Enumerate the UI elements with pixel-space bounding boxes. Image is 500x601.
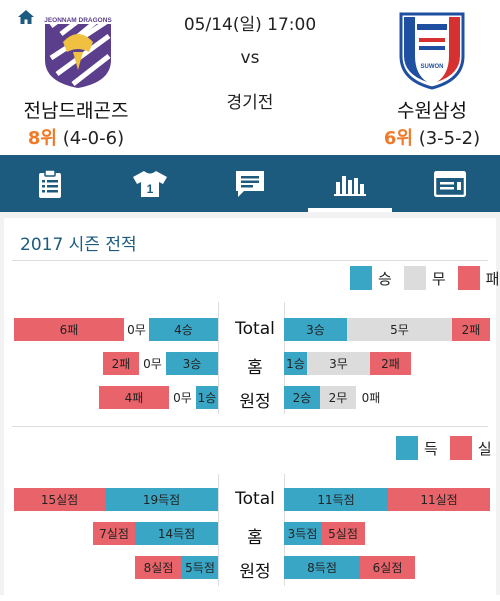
away-home-win-bar: 1승 (284, 352, 307, 375)
away-home-loss-bar: 2패 (370, 352, 411, 375)
away-total-scored-bar: 11득점 (284, 488, 388, 511)
jersey-icon: 1 (133, 170, 167, 197)
win-swatch (350, 266, 372, 290)
away-rank-number: 6위 (383, 128, 413, 149)
goals-legend: 득 실 (396, 436, 500, 460)
home-away-loss-bar: 4패 (99, 386, 169, 409)
home-total-win-bar: 4승 (149, 318, 218, 341)
legend-loss-label: 패 (485, 269, 500, 288)
divider (218, 474, 219, 586)
legend-win-label: 승 (378, 269, 392, 288)
away-away-draw-bar: 2무 (320, 386, 356, 409)
home-rank-number: 8위 (27, 128, 57, 149)
match-date: 05/14(일) 17:00 (183, 15, 317, 35)
row-label-home: 홈 (247, 528, 263, 548)
away-total-conceded-bar: 11실점 (388, 488, 490, 511)
away-team-logo: SUWON (399, 12, 465, 90)
row-label-home: 홈 (247, 358, 263, 378)
away-away-conceded-bar: 6실점 (360, 556, 415, 579)
jersey-number: 1 (147, 182, 154, 196)
conceded-swatch (449, 436, 472, 460)
away-away-loss-bar: 0패 (361, 391, 381, 405)
home-total-conceded-bar: 15실점 (14, 488, 105, 511)
home-team-name[interactable]: 전남드래곤즈 (23, 100, 129, 122)
legend-conceded-label: 실 (477, 439, 492, 458)
away-total-draw-bar: 5무 (347, 318, 452, 341)
row-label-away: 원정 (239, 392, 271, 412)
away-away-win-bar: 2승 (284, 386, 320, 409)
home-team-logo: JEONNAM DRAGONS (44, 12, 112, 88)
away-rank-record: (3-5-2) (418, 128, 481, 149)
news-icon (434, 170, 466, 197)
home-total-draw-bar: 0무 (127, 323, 146, 337)
home-away-draw-bar: 0무 (173, 391, 192, 405)
row-label-total: Total (235, 489, 275, 509)
home-away-conceded-bar: 8실점 (135, 556, 182, 579)
away-away-scored-bar: 8득점 (284, 556, 360, 579)
tab-comments[interactable] (200, 155, 300, 212)
tab-lineup[interactable] (0, 155, 100, 212)
away-total-win-bar: 3승 (284, 318, 347, 341)
home-home-draw-bar: 0무 (143, 357, 162, 371)
row-label-total: Total (235, 319, 275, 339)
tab-news[interactable] (400, 155, 500, 212)
section-title: 2017 시즌 전적 (20, 235, 137, 255)
away-home-scored-bar: 3득점 (284, 522, 321, 545)
svg-text:SUWON: SUWON (421, 64, 444, 70)
stats-card: 2017 시즌 전적 승 무 패 6패 0무 4승 Total 3승 5무 2패… (4, 218, 499, 601)
divider (12, 260, 488, 261)
away-home-conceded-bar: 5실점 (321, 522, 365, 545)
away-total-loss-bar: 2패 (452, 318, 490, 341)
loss-swatch (457, 266, 480, 290)
clipboard-icon (39, 168, 61, 198)
bar-chart-icon (334, 175, 366, 196)
vs-label: vs (240, 48, 260, 68)
home-away-scored-bar: 5득점 (182, 556, 218, 579)
home-team-rank: 8위 (4-0-6) (6, 124, 146, 150)
home-away-win-bar: 1승 (196, 386, 218, 409)
home-total-scored-bar: 19득점 (105, 488, 218, 511)
match-header: JEONNAM DRAGONS SUWON 05/14(일) 17:00 vs … (0, 0, 500, 155)
home-home-loss-bar: 2패 (103, 352, 139, 375)
away-team-name[interactable]: 수원삼성 (397, 100, 467, 122)
home-home-win-bar: 3승 (166, 352, 218, 375)
away-team-rank: 6위 (3-5-2) (362, 124, 500, 150)
home-icon[interactable] (18, 10, 34, 24)
row-label-away: 원정 (239, 562, 271, 582)
draw-swatch (403, 266, 426, 290)
home-home-conceded-bar: 7실점 (93, 522, 135, 545)
tab-stats[interactable] (300, 155, 400, 212)
legend-draw-label: 무 (431, 269, 446, 288)
match-status: 경기전 (226, 93, 274, 113)
stats-panel: 2017 시즌 전적 승 무 패 6패 0무 4승 Total 3승 5무 2패… (0, 212, 500, 601)
tab-bar: 1 (0, 155, 500, 212)
svg-text:JEONNAM DRAGONS: JEONNAM DRAGONS (44, 17, 112, 24)
chat-icon (236, 170, 264, 197)
away-home-draw-bar: 3무 (307, 352, 370, 375)
home-total-loss-bar: 6패 (14, 318, 124, 341)
legend-scored-label: 득 (424, 439, 438, 458)
record-legend: 승 무 패 (350, 266, 500, 290)
tab-players[interactable]: 1 (100, 155, 200, 212)
scored-swatch (396, 436, 418, 460)
divider (218, 302, 219, 414)
home-home-scored-bar: 14득점 (135, 522, 218, 545)
divider (12, 426, 488, 427)
home-rank-record: (4-0-6) (62, 128, 125, 149)
